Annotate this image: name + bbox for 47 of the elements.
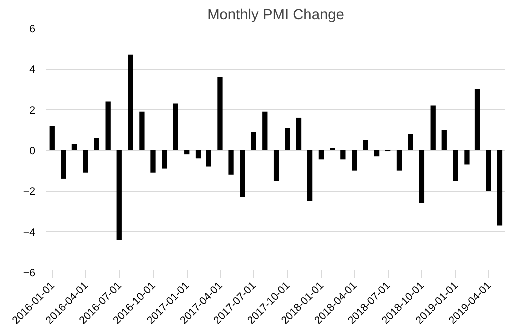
y-tick-label: 2 xyxy=(30,104,36,117)
bar xyxy=(408,134,414,150)
bar xyxy=(184,150,190,155)
bar xyxy=(396,150,402,171)
bar xyxy=(196,150,202,159)
bar xyxy=(419,150,425,204)
bar xyxy=(173,104,178,150)
bar xyxy=(72,144,78,150)
bar xyxy=(442,130,447,150)
y-tick-label: 4 xyxy=(30,64,36,76)
bar xyxy=(140,112,145,150)
bar xyxy=(363,140,368,150)
bar xyxy=(340,150,346,160)
bar xyxy=(430,106,436,150)
y-tick-label: −4 xyxy=(23,226,36,239)
bar xyxy=(307,150,313,202)
bar xyxy=(374,150,380,157)
y-tick-label: 6 xyxy=(30,24,36,36)
bar xyxy=(274,150,280,181)
bar xyxy=(50,126,55,150)
y-tick-label: 0 xyxy=(30,146,36,158)
bar xyxy=(116,150,122,240)
bar xyxy=(352,150,358,171)
bar xyxy=(486,150,492,192)
bar xyxy=(453,150,458,181)
bar xyxy=(262,112,268,150)
y-tick-label: −2 xyxy=(23,186,36,198)
bar xyxy=(150,150,156,173)
bar xyxy=(251,132,256,150)
bar xyxy=(218,77,223,150)
y-tick-label: −6 xyxy=(23,268,36,280)
bar xyxy=(228,150,234,175)
bar xyxy=(162,150,168,169)
bar xyxy=(206,150,212,167)
bar xyxy=(464,150,470,165)
bar xyxy=(318,150,324,160)
chart-title: Monthly PMI Change xyxy=(208,8,344,24)
bar xyxy=(474,90,480,150)
bar xyxy=(128,54,134,150)
bar xyxy=(497,150,503,226)
bar xyxy=(240,150,246,198)
bar xyxy=(296,118,302,150)
bar xyxy=(285,128,290,150)
bar xyxy=(106,102,111,150)
bar xyxy=(94,138,100,150)
bar xyxy=(83,150,88,173)
bar xyxy=(61,150,66,179)
